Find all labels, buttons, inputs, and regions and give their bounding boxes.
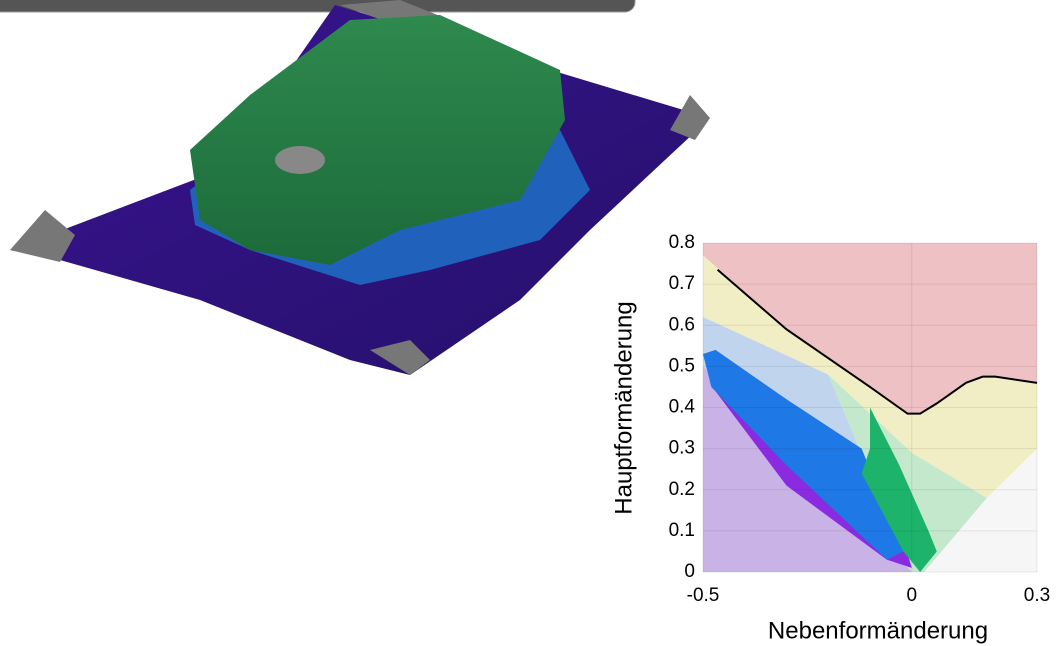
x-tick-label: -0.5	[687, 585, 720, 606]
hole	[275, 146, 325, 174]
x-tick-label: 0.3	[1024, 585, 1050, 606]
y-tick-label: 0.2	[669, 479, 695, 500]
rendered-part	[0, 0, 710, 375]
y-tick-label: 0.7	[669, 273, 695, 294]
x-tick-label: 0	[906, 585, 917, 606]
y-axis-title: Hauptformänderung	[610, 301, 637, 514]
y-tick-label: 0.4	[669, 397, 696, 418]
x-axis-title: Nebenformänderung	[768, 617, 988, 644]
y-tick-label: 0.1	[669, 520, 695, 541]
y-tick-label: 0	[684, 561, 695, 582]
y-tick-label: 0.3	[669, 438, 695, 459]
y-tick-label: 0.5	[669, 355, 695, 376]
figure: Nebenformänderung Hauptformänderung 0 0.1…	[0, 0, 1058, 646]
y-tick-label: 0.6	[669, 314, 695, 335]
y-tick-label: 0.8	[669, 232, 695, 253]
toolbar	[0, 0, 635, 12]
